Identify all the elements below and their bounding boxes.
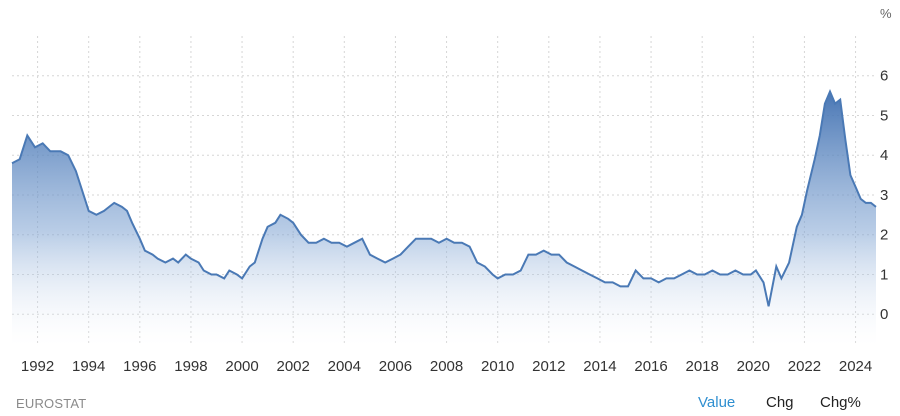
x-tick-label: 1998 xyxy=(174,358,207,375)
x-tick-label: 1994 xyxy=(72,358,105,375)
tab-value[interactable]: Value xyxy=(698,394,736,411)
source-label: EUROSTAT xyxy=(16,396,87,411)
x-tick-label: 2024 xyxy=(839,358,872,375)
y-axis-tick-labels: 0 1 2 3 4 5 6 xyxy=(880,68,888,323)
x-tick-label: 2004 xyxy=(328,358,361,375)
x-tick-label: 1996 xyxy=(123,358,156,375)
x-tick-label: 2006 xyxy=(379,358,412,375)
x-tick-label: 2010 xyxy=(481,358,514,375)
y-tick-label: 6 xyxy=(880,68,888,85)
x-tick-label: 2016 xyxy=(634,358,667,375)
y-tick-label: 3 xyxy=(880,187,888,204)
x-tick-label: 2020 xyxy=(737,358,770,375)
x-tick-label: 2018 xyxy=(685,358,718,375)
y-tick-label: 5 xyxy=(880,107,888,124)
y-tick-label: 1 xyxy=(880,266,888,283)
x-tick-label: 2000 xyxy=(225,358,258,375)
x-axis-tick-labels: 1992 1994 1996 1998 2000 2002 2004 2006 2008 2010… xyxy=(21,358,872,375)
unit-label: % xyxy=(880,6,892,21)
series-line xyxy=(11,89,877,307)
y-tick-label: 4 xyxy=(880,147,888,164)
tab-chg[interactable]: Chg xyxy=(766,394,794,411)
tab-chg-percent[interactable]: Chg% xyxy=(820,394,861,411)
y-tick-label: 0 xyxy=(880,306,888,323)
x-tick-label: 2012 xyxy=(532,358,565,375)
x-tick-label: 2008 xyxy=(430,358,463,375)
series-area xyxy=(12,91,876,346)
y-tick-label: 2 xyxy=(880,227,888,244)
x-tick-label: 2002 xyxy=(276,358,309,375)
x-tick-label: 2014 xyxy=(583,358,616,375)
x-tick-label: 2022 xyxy=(788,358,821,375)
x-tick-label: 1992 xyxy=(21,358,54,375)
